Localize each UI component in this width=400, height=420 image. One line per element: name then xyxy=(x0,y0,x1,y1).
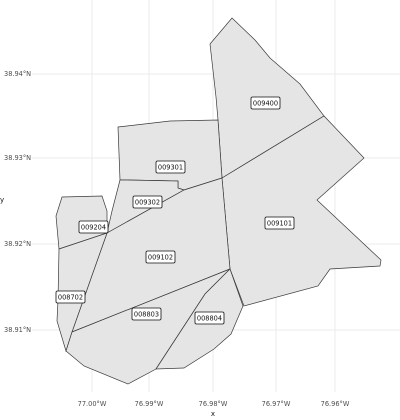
tract-009102-label: 009102 xyxy=(145,250,176,264)
x-tick-label-2: 76.99°W xyxy=(135,400,164,408)
tract-008804-label-box xyxy=(194,311,225,325)
x-tick-label-1: 77.00°W xyxy=(78,400,107,408)
tract-009301-label-box xyxy=(155,160,186,174)
tract-008804-label: 008804 xyxy=(194,311,225,325)
y-tick-label-2: 38.93°N xyxy=(4,154,31,162)
tract-008702-label-text: 008702 xyxy=(58,294,83,302)
x-axis-tick-labels: 77.00°W 76.99°W 76.98°W 76.97°W 76.96°W xyxy=(78,400,350,408)
tract-008803-label-text: 008803 xyxy=(134,311,159,319)
tract-009302-label: 009302 xyxy=(132,195,163,209)
tract-009204-label: 009204 xyxy=(78,220,109,234)
tract-009400-label: 009400 xyxy=(250,96,281,110)
tract-009204-label-box xyxy=(78,220,109,234)
tract-009301-label: 009301 xyxy=(155,160,186,174)
tract-009301-label-text: 009301 xyxy=(158,164,183,172)
y-axis-title: y xyxy=(0,196,4,204)
x-axis-title: x xyxy=(211,410,215,418)
tract-009102-label-text: 009102 xyxy=(148,254,173,262)
x-tick-label-5: 76.96°W xyxy=(321,400,350,408)
tract-009102-label-box xyxy=(145,250,176,264)
tract-008702-label: 008702 xyxy=(55,290,86,304)
tract-polygons xyxy=(55,17,382,385)
tract-labels: 009400 009301 009302 009204 009101 00910… xyxy=(55,96,295,325)
y-axis-tick-labels: 38.94°N 38.93°N 38.92°N 38.91°N xyxy=(4,70,31,334)
tract-009204-label-text: 009204 xyxy=(81,224,106,232)
tract-009101-polygon[interactable] xyxy=(221,115,382,307)
tract-009302-label-text: 009302 xyxy=(135,199,160,207)
y-tick-label-4: 38.91°N xyxy=(4,326,31,334)
tract-009301-polygon[interactable] xyxy=(117,119,223,191)
tract-009101-label-text: 009101 xyxy=(267,220,292,228)
tract-009302-label-box xyxy=(132,195,163,209)
x-tick-label-3: 76.98°W xyxy=(199,400,228,408)
tract-008803-label: 008803 xyxy=(131,307,162,321)
tract-009400-label-text: 009400 xyxy=(253,100,278,108)
tract-009101-label: 009101 xyxy=(264,216,295,230)
tract-008803-label-box xyxy=(131,307,162,321)
tract-008702-label-box xyxy=(55,290,86,304)
tract-008804-label-text: 008804 xyxy=(197,315,222,323)
x-tick-label-4: 76.97°W xyxy=(262,400,291,408)
tract-009400-label-box xyxy=(250,96,281,110)
tract-009101-label-box xyxy=(264,216,295,230)
y-tick-label-3: 38.92°N xyxy=(4,240,31,248)
y-tick-label-1: 38.94°N xyxy=(4,70,31,78)
